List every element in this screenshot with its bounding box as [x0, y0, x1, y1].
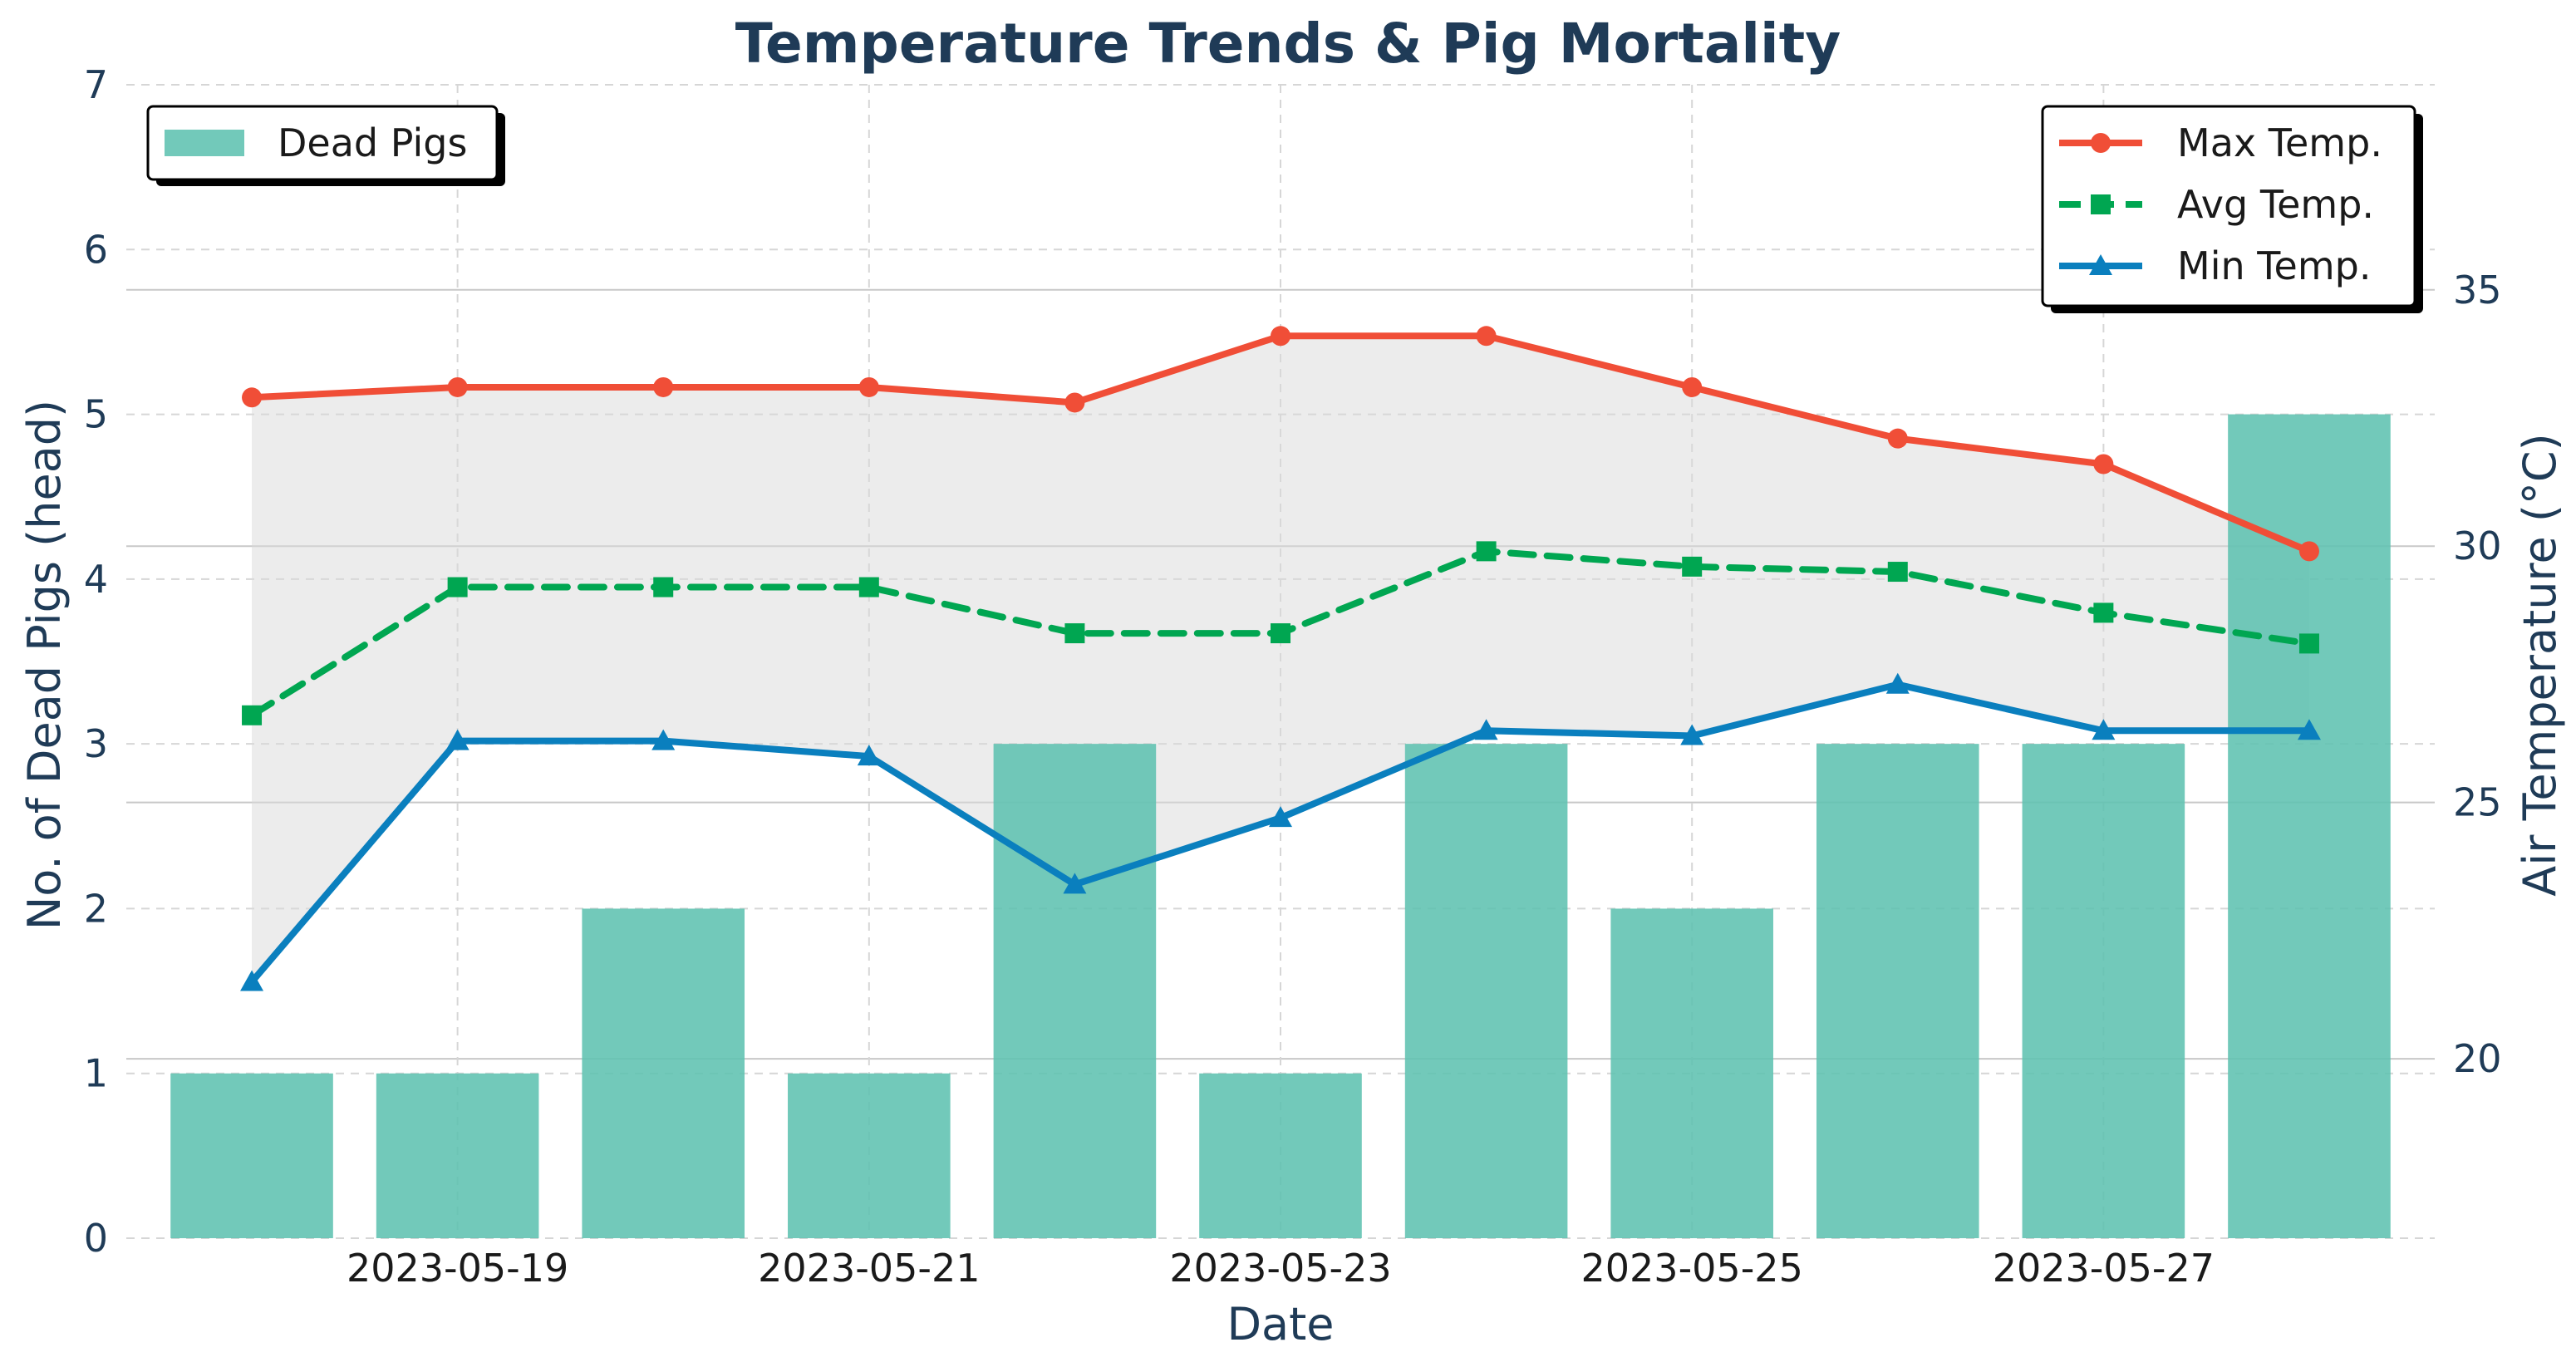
x-tick-label: 2023-05-21	[758, 1246, 980, 1291]
legend-marker-max-temp	[2091, 133, 2111, 153]
bar-dead-pigs	[1610, 908, 1773, 1238]
legend-label-max-temp: Max Temp.	[2177, 120, 2382, 165]
line-legend: Max Temp. Avg Temp. Min Temp.	[2041, 105, 2423, 313]
point-min-temp	[1269, 806, 1292, 828]
point-min-temp	[651, 729, 676, 750]
chart-title: Temperature Trends & Pig Mortality	[735, 12, 1841, 76]
y-left-tick-label: 3	[84, 721, 108, 766]
y-axis-left-label: No. of Dead Pigs (head)	[18, 400, 71, 930]
bar-dead-pigs	[788, 1073, 951, 1238]
bar-legend-box	[146, 105, 499, 181]
y-left-tick-label: 0	[84, 1216, 108, 1261]
y-right-tick-label: 30	[2453, 524, 2502, 568]
point-min-temp	[445, 729, 469, 750]
x-tick-label: 2023-05-23	[1169, 1246, 1391, 1291]
legend-marker-min-temp	[2089, 254, 2112, 275]
bar-series	[170, 414, 2391, 1239]
point-max-temp	[242, 387, 263, 408]
point-max-temp	[2093, 454, 2114, 475]
y-left-tick-label: 4	[84, 557, 108, 602]
axes: 0 1 2 3 4 5 6 7 20 25 30 35 2023-05-19 2023-05-21 2023…	[84, 62, 2502, 1291]
bar-dead-pigs	[376, 1073, 539, 1238]
bar-dead-pigs	[1816, 744, 1979, 1238]
point-max-temp	[1271, 326, 1290, 347]
point-min-temp	[857, 745, 881, 766]
legend-marker-avg-temp	[2091, 194, 2111, 214]
point-avg-temp	[1682, 556, 1703, 577]
point-avg-temp	[1064, 623, 1085, 644]
point-avg-temp	[242, 705, 263, 725]
y-left-tick-label: 5	[84, 392, 108, 437]
bar-dead-pigs	[2022, 744, 2185, 1238]
x-axis-label: Date	[1227, 1298, 1334, 1350]
y-left-tick-label: 7	[84, 62, 108, 107]
y-right-tick-label: 20	[2453, 1036, 2502, 1081]
point-min-temp	[240, 970, 264, 991]
point-max-temp	[1476, 326, 1497, 347]
y-right-tick-label: 25	[2453, 780, 2502, 825]
point-avg-temp	[1887, 562, 1908, 583]
point-min-temp	[1063, 873, 1087, 894]
bar-legend-label: Dead Pigs	[278, 120, 467, 165]
bar-dead-pigs	[1404, 744, 1568, 1238]
point-max-temp	[1064, 392, 1085, 413]
y-left-tick-label: 1	[84, 1051, 108, 1096]
point-max-temp	[653, 376, 674, 397]
point-max-temp	[1887, 428, 1908, 449]
point-min-temp	[1885, 672, 1910, 694]
point-min-temp	[2092, 719, 2116, 740]
point-avg-temp	[2298, 633, 2319, 654]
bar-dead-pigs	[2228, 414, 2391, 1239]
bar-legend: Dead Pigs	[146, 105, 505, 186]
point-avg-temp	[858, 577, 879, 597]
legend-label-min-temp: Min Temp.	[2177, 243, 2371, 288]
legend-label-avg-temp: Avg Temp.	[2177, 182, 2374, 227]
point-avg-temp	[2093, 602, 2114, 623]
point-avg-temp	[653, 577, 674, 597]
point-min-temp	[1474, 719, 1498, 740]
x-tick-label: 2023-05-25	[1581, 1246, 1803, 1291]
bar-dead-pigs	[1199, 1073, 1362, 1238]
y-left-tick-label: 2	[84, 886, 108, 931]
point-avg-temp	[1271, 623, 1290, 644]
bar-legend-swatch	[165, 130, 244, 156]
y-right-tick-label: 35	[2453, 268, 2502, 312]
point-min-temp	[1680, 724, 1704, 745]
x-tick-label: 2023-05-19	[347, 1246, 568, 1291]
temperature-range-band	[252, 336, 2309, 982]
x-tick-label: 2023-05-27	[1993, 1246, 2215, 1291]
point-max-temp	[1682, 376, 1703, 397]
point-max-temp	[447, 376, 468, 397]
point-min-temp	[2297, 719, 2321, 740]
y-left-tick-label: 6	[84, 227, 108, 272]
point-max-temp	[858, 376, 879, 397]
point-avg-temp	[1476, 541, 1497, 562]
line-legend-box	[2041, 105, 2416, 307]
temperature-band	[252, 336, 2309, 982]
point-max-temp	[2298, 541, 2319, 562]
line-series	[240, 326, 2321, 991]
bar-dead-pigs	[993, 744, 1157, 1238]
bar-dead-pigs	[582, 908, 745, 1238]
point-avg-temp	[447, 577, 468, 597]
y-axis-right-label: Air Temperature (°C)	[2514, 433, 2566, 896]
bar-dead-pigs	[170, 1073, 333, 1238]
